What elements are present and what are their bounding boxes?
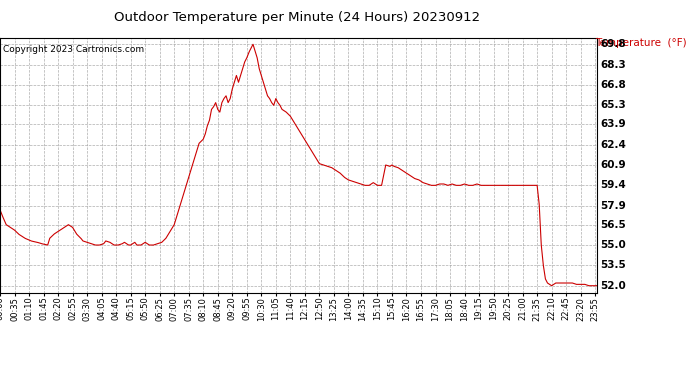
Text: 65.3: 65.3 xyxy=(600,100,626,110)
Text: Copyright 2023 Cartronics.com: Copyright 2023 Cartronics.com xyxy=(3,45,144,54)
Text: 52.0: 52.0 xyxy=(600,281,626,291)
Text: 56.5: 56.5 xyxy=(600,220,626,230)
Text: 69.8: 69.8 xyxy=(600,39,626,49)
Text: 66.8: 66.8 xyxy=(600,80,626,90)
Text: Outdoor Temperature per Minute (24 Hours) 20230912: Outdoor Temperature per Minute (24 Hours… xyxy=(114,11,480,24)
Text: 59.4: 59.4 xyxy=(600,180,626,190)
Text: 53.5: 53.5 xyxy=(600,260,626,270)
Text: 57.9: 57.9 xyxy=(600,201,626,211)
Text: 55.0: 55.0 xyxy=(600,240,626,250)
Text: 68.3: 68.3 xyxy=(600,60,626,70)
Text: 63.9: 63.9 xyxy=(600,119,626,129)
Text: 60.9: 60.9 xyxy=(600,160,626,170)
Text: Temperature  (°F): Temperature (°F) xyxy=(595,38,687,48)
Text: 62.4: 62.4 xyxy=(600,140,627,150)
